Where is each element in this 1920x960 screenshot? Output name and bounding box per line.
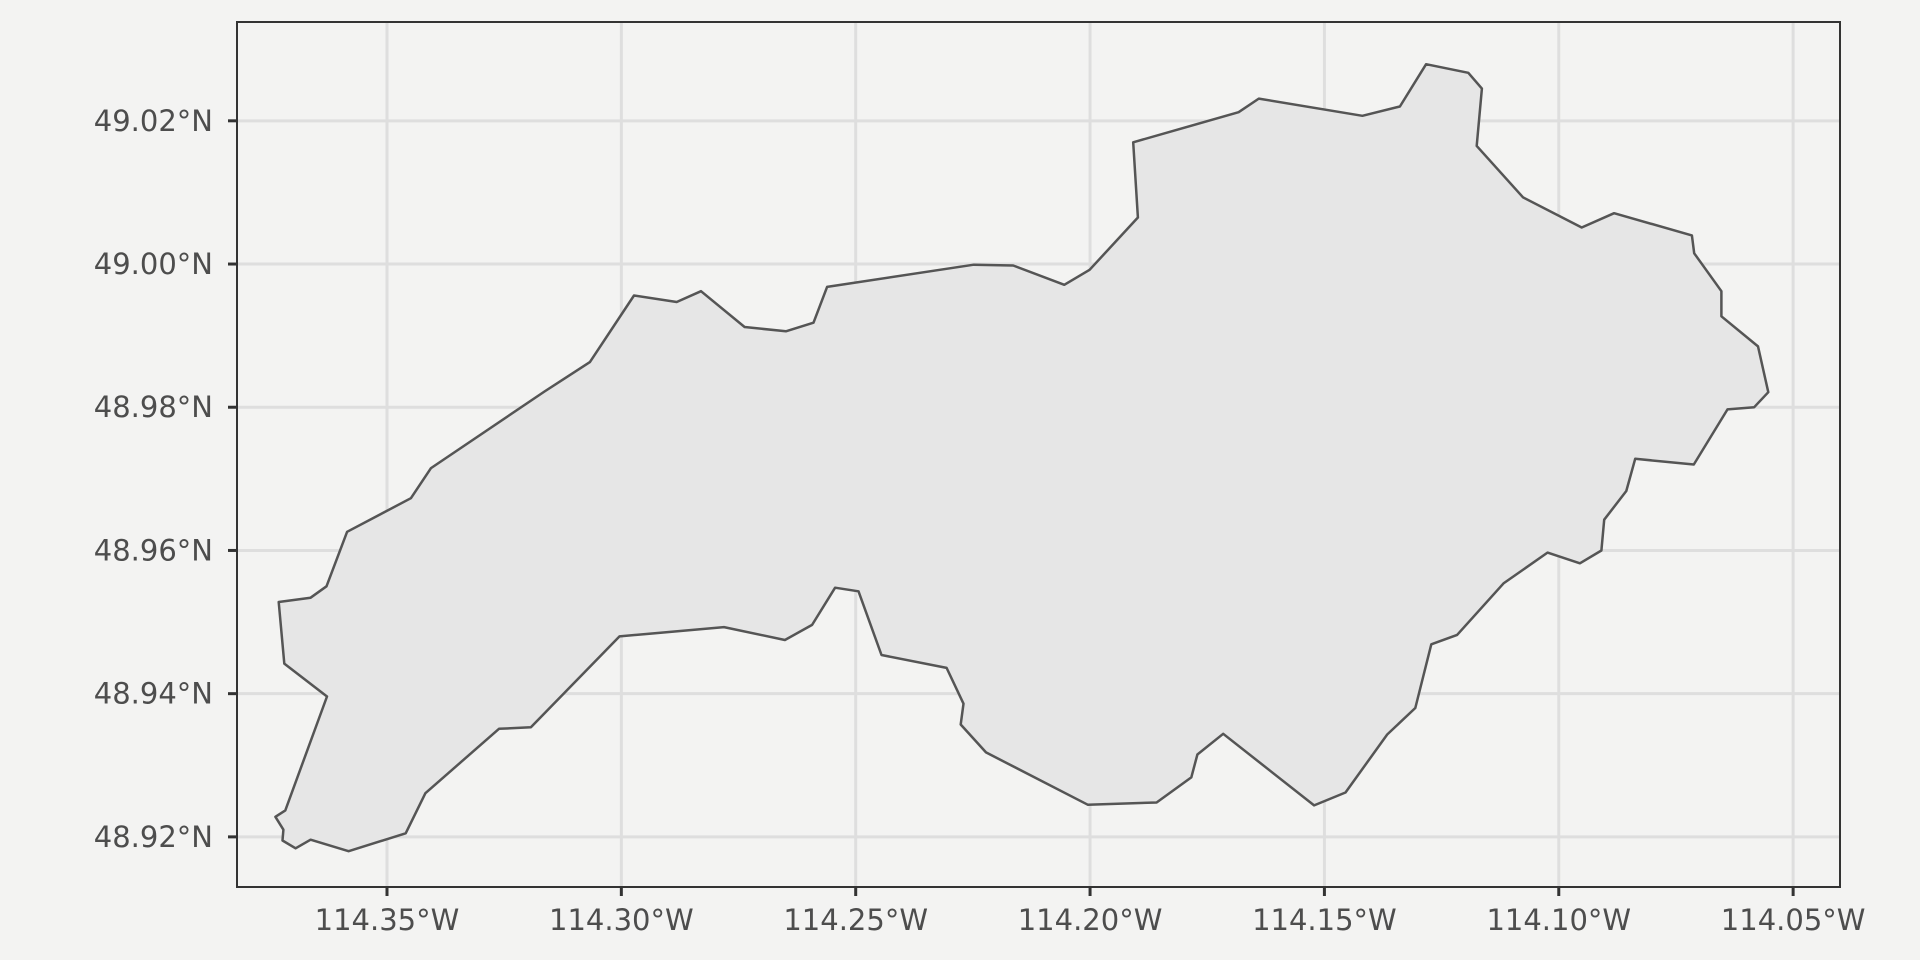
- y-tick-label: 48.92°N: [94, 820, 213, 854]
- y-tick-label: 49.02°N: [94, 104, 213, 138]
- region-boundary-polygon: [274, 62, 1770, 853]
- x-tick-label: 114.05°W: [1721, 903, 1866, 937]
- y-tick-label: 49.00°N: [94, 247, 213, 281]
- x-tick-label: 114.25°W: [783, 903, 928, 937]
- y-tick-label: 48.94°N: [94, 677, 213, 711]
- x-tick-label: 114.35°W: [315, 903, 460, 937]
- x-tick-label: 114.10°W: [1486, 903, 1631, 937]
- x-tick-label: 114.30°W: [549, 903, 694, 937]
- x-tick-label: 114.15°W: [1252, 903, 1397, 937]
- x-tick-label: 114.20°W: [1018, 903, 1163, 937]
- y-tick-label: 48.98°N: [94, 390, 213, 424]
- y-tick-label: 48.96°N: [94, 533, 213, 567]
- x-axis-longitude: 114.35°W 114.30°W 114.25°W 114.20°W 114.15°W…: [315, 887, 1866, 937]
- y-axis-latitude: 49.02°N 49.00°N 48.98°N 48.96°N 48.94°N 48.92…: [94, 104, 237, 854]
- map-panel-frame: [236, 21, 1841, 888]
